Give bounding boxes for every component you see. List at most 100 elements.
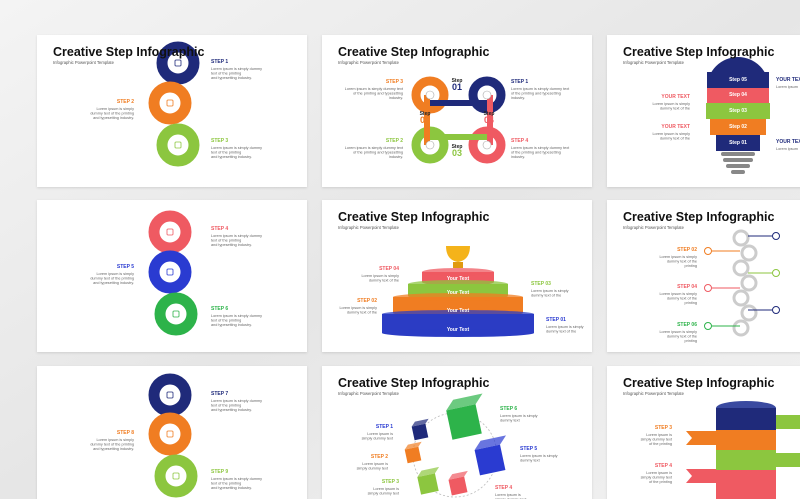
- bulb-base: [723, 158, 753, 162]
- step-text: of the printing and typesetting: [353, 92, 403, 96]
- step-label: STEP 2: [386, 138, 403, 144]
- ring-inner: [160, 93, 180, 113]
- step-text: of the printing and typesetting: [353, 151, 403, 155]
- shape-label: 04: [484, 115, 494, 125]
- step-text: printing: [685, 301, 697, 305]
- step-text: dummy text of the printing: [90, 112, 134, 116]
- ring: [148, 250, 192, 294]
- chain: [732, 229, 750, 247]
- bar: [487, 95, 493, 145]
- step-text: dummy text of the: [660, 137, 690, 141]
- step-text: Lorem ipsum is: [495, 493, 521, 497]
- step-label: YOUR TEXT: [776, 77, 800, 83]
- step-text: Lorem ipsum is: [646, 471, 672, 475]
- shape-label: Step 05: [729, 77, 747, 83]
- step-text: Lorem ipsum is simply dummy: [211, 314, 262, 318]
- shape-label: Your Text: [447, 308, 470, 314]
- pin-dot: [704, 322, 712, 330]
- bulb-band: [710, 119, 766, 135]
- pin-dot: [704, 247, 712, 255]
- step-label: STEP 9: [211, 469, 228, 475]
- step-text: of the printing: [649, 480, 672, 484]
- cyl-band: [716, 430, 776, 450]
- bulb-band: [706, 103, 770, 119]
- shape-label: 03: [452, 148, 462, 158]
- slide-title: Creative Step Infographic: [338, 210, 489, 224]
- icon-dot: [425, 90, 435, 100]
- step-label: STEP 04: [379, 266, 399, 272]
- shape-label: Step 01: [729, 140, 747, 146]
- step-text: dummy text: [500, 419, 521, 423]
- decorations: [148, 41, 800, 499]
- step-label: STEP 3: [655, 425, 672, 431]
- chain: [740, 244, 758, 262]
- step-label: STEP 8: [117, 430, 134, 436]
- icon: [166, 430, 174, 438]
- chain: [732, 319, 750, 337]
- ring: [148, 210, 192, 254]
- step-label: STEP 02: [677, 247, 697, 253]
- tier: [393, 297, 523, 313]
- step-text: printing: [685, 339, 697, 343]
- ring: [148, 373, 192, 417]
- bulb-base: [731, 170, 745, 174]
- step-text: and typesetting industry.: [211, 486, 252, 490]
- slide-title: Creative Step Infographic: [53, 45, 204, 59]
- ring-inner: [160, 424, 180, 444]
- step-label: STEP 2: [117, 99, 134, 105]
- step-text: industry.: [389, 155, 403, 159]
- step-text: Lorem ipsum is simply: [531, 289, 569, 293]
- step-text: Lorem ipsum is simply: [500, 414, 538, 418]
- step-label: YOUR TEXT: [661, 94, 690, 100]
- step-text: simply dummy text: [368, 492, 400, 496]
- step-label: STEP 1: [376, 424, 393, 430]
- ring: [148, 81, 192, 125]
- cube: [474, 444, 506, 476]
- tier: [382, 314, 534, 333]
- icon-dot: [425, 140, 435, 150]
- step-text: dummy text of the: [667, 335, 697, 339]
- slide-title: Creative Step Infographic: [338, 376, 489, 390]
- tier-top: [422, 268, 494, 276]
- step-text: Lorem ipsum is simply dummy: [211, 477, 262, 481]
- step-text: Lorem ipsum is simply dummy text: [345, 87, 404, 91]
- trophy-base: [453, 262, 463, 268]
- cube-top: [446, 393, 483, 411]
- step-text: and typesetting industry.: [93, 281, 134, 285]
- cube: [446, 404, 482, 440]
- step-text: printing: [685, 264, 697, 268]
- step-text: Lorem ipsum is simply dummy: [211, 399, 262, 403]
- step-label: STEP 7: [211, 391, 228, 397]
- bulb-base: [726, 164, 750, 168]
- step-label: STEP 03: [531, 281, 551, 287]
- step-text: Lorem ipsum is simply: [652, 102, 690, 106]
- step-text: dummy text of the: [660, 107, 690, 111]
- step-text: industry.: [389, 96, 403, 100]
- step-label: STEP 4: [495, 485, 512, 491]
- ring-inner: [168, 53, 188, 73]
- shape-label: Step 04: [729, 92, 747, 98]
- step-text: Lorem ipsum is simply: [96, 272, 134, 276]
- cyl-band: [716, 420, 776, 430]
- ring: [154, 292, 198, 336]
- step-text: of the printing and typesetting: [511, 92, 561, 96]
- step-text: Lorem ipsum: [776, 147, 798, 151]
- ring-inner: [160, 385, 180, 405]
- bulb-band: [716, 135, 760, 151]
- tier: [422, 272, 494, 282]
- step-text: and typesetting industry.: [211, 243, 252, 247]
- step-text: Lorem ipsum is simply dummy: [211, 67, 262, 71]
- cyl-top-side: [716, 408, 776, 420]
- bulb-base: [721, 152, 755, 156]
- shape-label: 01: [452, 82, 462, 92]
- step-label: STEP 4: [655, 463, 672, 469]
- chain: [732, 259, 750, 277]
- icon: [166, 228, 174, 236]
- step-text: of the printing and typesetting: [511, 151, 561, 155]
- icon: [174, 59, 182, 67]
- step-label: STEP 3: [382, 479, 399, 485]
- cube: [417, 473, 439, 495]
- step-text: and typesetting industry.: [211, 408, 252, 412]
- step-text: dummy text of the printing: [90, 443, 134, 447]
- slide-title: Creative Step Infographic: [623, 45, 774, 59]
